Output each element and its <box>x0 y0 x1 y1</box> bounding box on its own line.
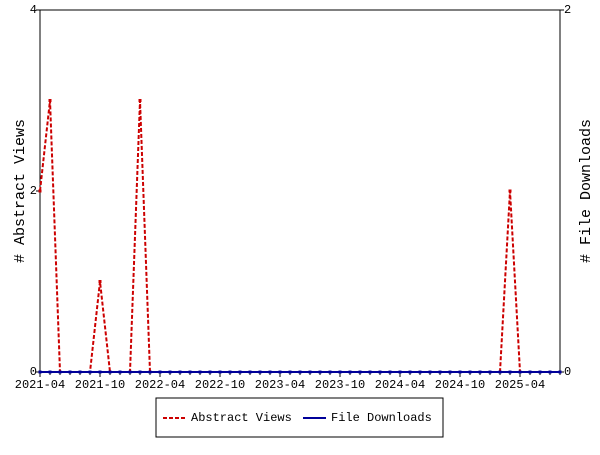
point-marker <box>38 189 42 193</box>
point-marker <box>178 370 182 374</box>
x-tick-label: 2021-04 <box>15 378 65 392</box>
point-marker <box>288 370 292 374</box>
x-tick-label: 2024-10 <box>435 378 485 392</box>
point-marker <box>408 370 412 374</box>
point-marker <box>128 370 132 374</box>
series-line <box>39 100 560 373</box>
point-marker <box>508 370 512 374</box>
point-marker <box>398 370 402 374</box>
point-marker <box>308 370 312 374</box>
point-marker <box>58 370 62 374</box>
point-marker <box>108 370 112 374</box>
x-tick-label: 2025-04 <box>495 378 545 392</box>
y-tick-label: 0 <box>30 365 37 379</box>
point-marker <box>158 370 162 374</box>
legend-box <box>155 397 444 438</box>
x-tick-label: 2022-10 <box>195 378 245 392</box>
point-marker <box>448 370 452 374</box>
point-marker <box>168 370 172 374</box>
point-marker <box>418 370 422 374</box>
point-marker <box>208 370 212 374</box>
point-marker <box>148 370 152 374</box>
point-marker <box>558 370 562 374</box>
point-marker <box>348 370 352 374</box>
point-marker <box>518 370 522 374</box>
point-marker <box>228 370 232 374</box>
point-marker <box>48 99 52 102</box>
point-marker <box>88 370 92 374</box>
point-marker <box>268 370 272 374</box>
legend-label: Abstract Views <box>191 411 292 425</box>
y2-tick-label: 2 <box>564 3 571 17</box>
x-tick-label: 2023-10 <box>315 378 365 392</box>
y2-tick-label: 0 <box>564 365 571 379</box>
x-tick-label: 2024-04 <box>375 378 425 392</box>
point-marker <box>338 370 342 374</box>
point-marker <box>98 370 102 374</box>
point-marker <box>388 370 392 374</box>
point-marker <box>138 370 142 374</box>
x-tick-label: 2022-04 <box>135 378 185 392</box>
legend-label: File Downloads <box>331 411 432 425</box>
point-marker <box>248 370 252 374</box>
point-marker <box>428 370 432 374</box>
point-marker <box>438 370 442 374</box>
plot-frame <box>39 9 561 373</box>
point-marker <box>538 370 542 374</box>
point-marker <box>318 370 322 374</box>
point-marker <box>298 370 302 374</box>
point-marker <box>138 99 142 102</box>
point-marker <box>258 370 262 374</box>
x-tick-label: 2021-10 <box>75 378 125 392</box>
point-marker <box>478 370 482 374</box>
point-marker <box>508 189 512 193</box>
y-tick-label: 4 <box>30 3 37 17</box>
point-marker <box>548 370 552 374</box>
point-marker <box>488 370 492 374</box>
point-marker <box>98 280 102 283</box>
y-tick-label: 2 <box>30 184 37 198</box>
point-marker <box>458 370 462 374</box>
point-marker <box>48 370 52 374</box>
point-marker <box>498 370 502 374</box>
point-marker <box>378 370 382 374</box>
point-marker <box>118 370 122 374</box>
point-marker <box>68 370 72 374</box>
x-tick-label: 2023-04 <box>255 378 305 392</box>
point-marker <box>278 370 282 374</box>
point-marker <box>38 370 42 374</box>
point-marker <box>358 370 362 374</box>
point-marker <box>468 370 472 374</box>
point-marker <box>528 370 532 374</box>
point-marker <box>218 370 222 374</box>
point-marker <box>188 370 192 374</box>
point-marker <box>78 370 82 374</box>
point-marker <box>238 370 242 374</box>
point-marker <box>328 370 332 374</box>
point-marker <box>368 370 372 374</box>
point-marker <box>198 370 202 374</box>
y2-axis-title: # File Downloads <box>578 119 595 263</box>
y-axis-title: # Abstract Views <box>12 119 29 263</box>
